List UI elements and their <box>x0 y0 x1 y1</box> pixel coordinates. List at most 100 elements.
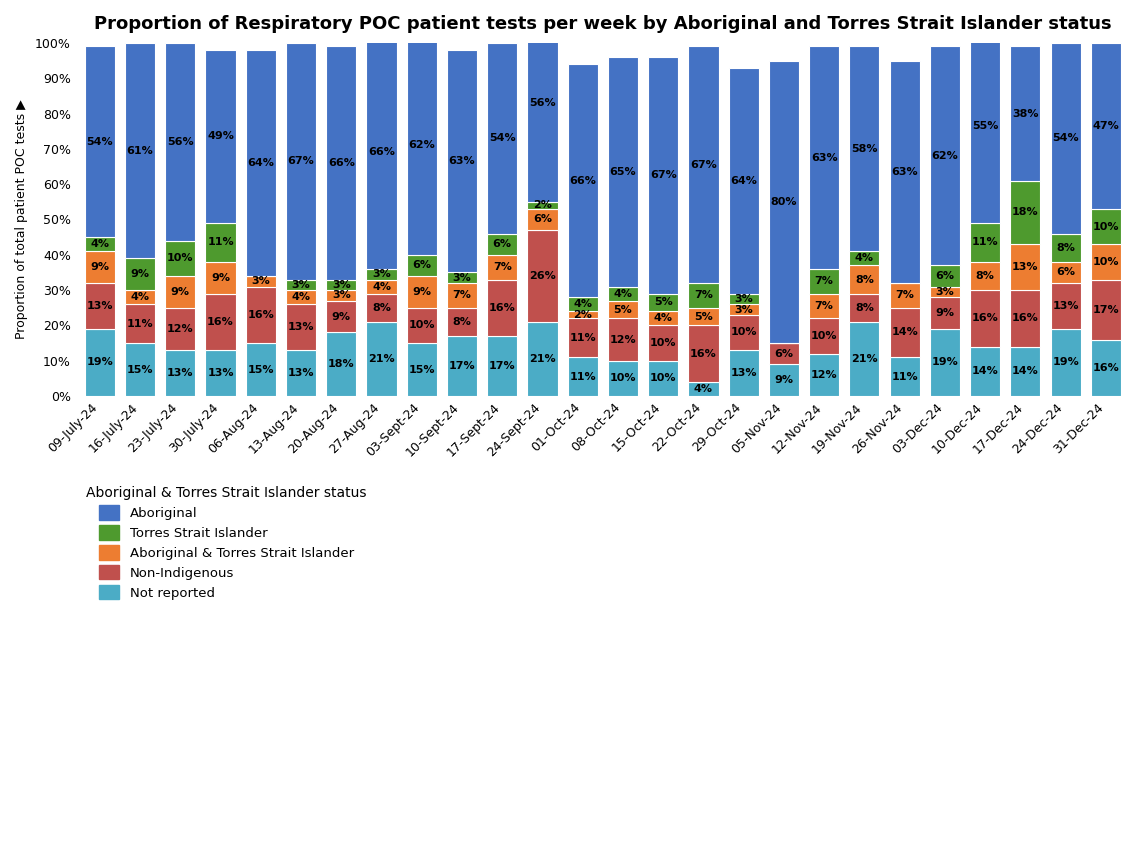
Text: 5%: 5% <box>614 304 632 315</box>
Bar <box>810 318 839 353</box>
Bar <box>165 276 196 308</box>
Bar <box>1091 280 1121 340</box>
Legend: Aboriginal, Torres Strait Islander, Aboriginal & Torres Strait Islander, Non-Ind: Aboriginal, Torres Strait Islander, Abor… <box>82 482 371 604</box>
Bar <box>608 360 638 396</box>
Bar <box>487 43 518 234</box>
Bar <box>970 223 1001 261</box>
Bar <box>728 315 759 350</box>
Bar <box>125 258 156 290</box>
Bar <box>528 209 558 230</box>
Bar <box>1091 244 1121 280</box>
Bar <box>246 50 276 276</box>
Bar <box>286 304 316 350</box>
Bar <box>1050 283 1081 329</box>
Bar <box>205 261 236 293</box>
Bar <box>1091 43 1121 209</box>
Bar <box>648 311 678 325</box>
Bar <box>406 308 437 343</box>
Text: 16%: 16% <box>690 348 717 359</box>
Text: 16%: 16% <box>489 303 515 313</box>
Bar <box>447 50 477 273</box>
Text: 62%: 62% <box>932 150 958 161</box>
Text: 55%: 55% <box>972 121 998 131</box>
Text: 6%: 6% <box>774 348 793 359</box>
Text: 10%: 10% <box>650 373 677 384</box>
Bar <box>406 36 437 255</box>
Bar <box>810 353 839 396</box>
Text: 7%: 7% <box>815 301 834 311</box>
Bar <box>930 266 960 286</box>
Bar <box>366 293 396 322</box>
Bar <box>366 36 396 269</box>
Bar <box>205 350 236 396</box>
Text: 9%: 9% <box>171 287 190 297</box>
Bar <box>768 60 799 343</box>
Text: 7%: 7% <box>815 276 834 286</box>
Text: 4%: 4% <box>654 313 673 323</box>
Bar <box>648 57 678 293</box>
Bar <box>768 365 799 396</box>
Bar <box>528 4 558 202</box>
Bar <box>1010 46 1041 181</box>
Bar <box>568 298 598 311</box>
Bar <box>85 329 114 396</box>
Text: 16%: 16% <box>972 313 998 323</box>
Text: 8%: 8% <box>372 303 390 313</box>
Bar <box>568 64 598 298</box>
Text: 4%: 4% <box>372 281 390 292</box>
Text: 63%: 63% <box>449 157 475 166</box>
Text: 6%: 6% <box>935 271 955 281</box>
Bar <box>608 318 638 360</box>
Text: 19%: 19% <box>932 358 958 367</box>
Bar <box>366 269 396 280</box>
Text: 26%: 26% <box>529 271 555 281</box>
Text: 12%: 12% <box>609 335 637 345</box>
Bar <box>568 311 598 318</box>
Bar <box>930 46 960 266</box>
Text: 66%: 66% <box>368 147 395 157</box>
Bar <box>165 350 196 396</box>
Bar <box>850 266 879 293</box>
Text: 11%: 11% <box>569 372 597 382</box>
Text: 3%: 3% <box>372 269 390 280</box>
Text: 47%: 47% <box>1092 121 1119 131</box>
Bar <box>890 357 919 396</box>
Bar <box>286 290 316 304</box>
Text: 14%: 14% <box>891 328 918 337</box>
Bar <box>648 293 678 311</box>
Bar <box>768 343 799 365</box>
Bar <box>125 290 156 304</box>
Text: 9%: 9% <box>131 269 150 280</box>
Bar <box>205 223 236 261</box>
Bar <box>1050 234 1081 261</box>
Bar <box>728 304 759 315</box>
Bar <box>1050 43 1081 234</box>
Text: 54%: 54% <box>1052 133 1079 144</box>
Bar <box>165 43 196 241</box>
Bar <box>688 382 719 396</box>
Bar <box>125 343 156 396</box>
Bar <box>568 318 598 357</box>
Text: 11%: 11% <box>891 372 918 382</box>
Text: 13%: 13% <box>287 368 314 378</box>
Text: 64%: 64% <box>731 175 757 186</box>
Bar <box>970 261 1001 290</box>
Text: 7%: 7% <box>452 291 472 300</box>
Bar <box>487 255 518 280</box>
Text: 54%: 54% <box>489 133 515 144</box>
Bar <box>366 322 396 396</box>
Text: 6%: 6% <box>412 261 432 270</box>
Text: 5%: 5% <box>654 298 672 308</box>
Text: 14%: 14% <box>972 366 998 377</box>
Bar <box>406 276 437 308</box>
Text: 14%: 14% <box>1012 366 1039 377</box>
Text: 17%: 17% <box>1092 304 1119 315</box>
Text: 8%: 8% <box>855 303 874 313</box>
Text: 3%: 3% <box>332 291 350 300</box>
Text: 9%: 9% <box>90 262 109 272</box>
Text: 54%: 54% <box>87 137 113 147</box>
Text: 13%: 13% <box>167 368 194 378</box>
Text: 8%: 8% <box>976 271 995 281</box>
Bar <box>810 269 839 293</box>
Text: 12%: 12% <box>811 370 837 380</box>
